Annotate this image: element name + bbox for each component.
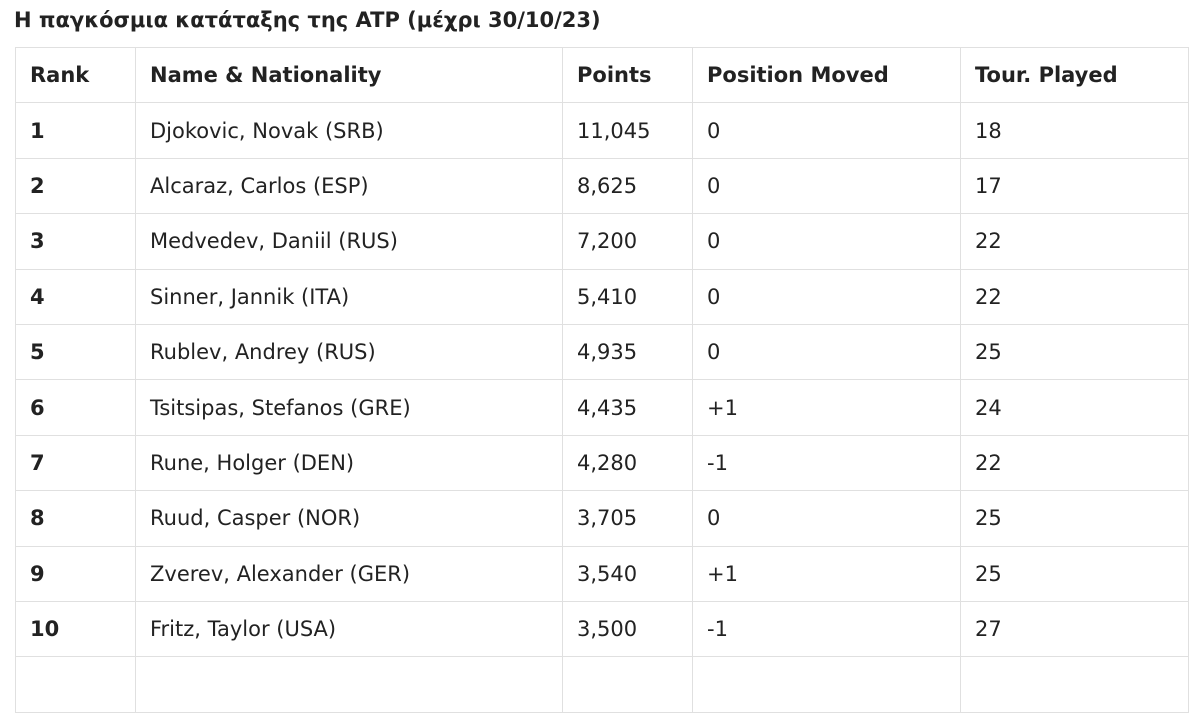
table-cell: 1 — [15, 102, 136, 159]
header-cell: Tour. Played — [960, 46, 1189, 104]
page: Η παγκόσμια κατάταξης της ATP (μέχρι 30/… — [14, 8, 1189, 713]
table-cell: 22 — [960, 434, 1189, 492]
table-cell: 0 — [692, 213, 961, 270]
table-cell: 9 — [15, 545, 136, 602]
table-cell: 22 — [960, 268, 1189, 325]
empty-cell — [15, 656, 136, 713]
table-body: 1 Djokovic, Novak (SRB) 11,045 0 18 2 Alcaraz,… — [15, 102, 1189, 713]
table-cell: Ruud, Casper (NOR) — [135, 490, 563, 547]
table-cell: 0 — [692, 268, 961, 325]
table-cell: 4 — [15, 268, 136, 325]
table-cell: -1 — [692, 600, 961, 658]
table-cell: 3,500 — [562, 600, 693, 658]
empty-cell — [960, 656, 1189, 713]
empty-cell — [562, 656, 693, 713]
table-cell: 3,705 — [562, 490, 693, 547]
ranking-table: Rank Name & Nationality Points Position Mov… — [15, 46, 1189, 713]
table-row: 3 Medvedev, Daniil (RUS) 7,200 0 22 — [15, 213, 1189, 270]
table-row: 7 Rune, Holger (DEN) 4,280 -1 22 — [15, 434, 1189, 492]
table-row: 10 Fritz, Taylor (USA) 3,500 -1 27 — [15, 600, 1189, 658]
table-cell: +1 — [692, 379, 961, 436]
table-row: 6 Tsitsipas, Stefanos (GRE) 4,435 +1 24 — [15, 379, 1189, 436]
table-cell: 25 — [960, 490, 1189, 547]
empty-cell — [135, 656, 563, 713]
table-cell: Zverev, Alexander (GER) — [135, 545, 563, 602]
table-cell: 6 — [15, 379, 136, 436]
table-cell: 0 — [692, 490, 961, 547]
table-cell: 11,045 — [562, 102, 693, 159]
table-row: 5 Rublev, Andrey (RUS) 4,935 0 25 — [15, 323, 1189, 381]
table-cell: 22 — [960, 213, 1189, 270]
table-row: 4 Sinner, Jannik (ITA) 5,410 0 22 — [15, 268, 1189, 325]
header-cell: Name & Nationality — [135, 46, 563, 104]
table-cell: Medvedev, Daniil (RUS) — [135, 213, 563, 270]
table-cell: 2 — [15, 157, 136, 215]
table-cell: 5,410 — [562, 268, 693, 325]
empty-cell — [692, 656, 961, 713]
table-cell: 17 — [960, 157, 1189, 215]
table-cell: Alcaraz, Carlos (ESP) — [135, 157, 563, 215]
table-cell: 25 — [960, 323, 1189, 381]
table-row — [15, 656, 1189, 713]
table-row: 2 Alcaraz, Carlos (ESP) 8,625 0 17 — [15, 157, 1189, 215]
table-cell: 25 — [960, 545, 1189, 602]
header-row: Rank Name & Nationality Points Position Mov… — [15, 46, 1189, 104]
table-row: 8 Ruud, Casper (NOR) 3,705 0 25 — [15, 490, 1189, 547]
table-cell: 0 — [692, 102, 961, 159]
table-cell: Tsitsipas, Stefanos (GRE) — [135, 379, 563, 436]
table-cell: 0 — [692, 323, 961, 381]
table-cell: 3 — [15, 213, 136, 270]
table-cell: 3,540 — [562, 545, 693, 602]
table-cell: 7 — [15, 434, 136, 492]
table-row: 1 Djokovic, Novak (SRB) 11,045 0 18 — [15, 102, 1189, 159]
table-cell: Djokovic, Novak (SRB) — [135, 102, 563, 159]
table-cell: Sinner, Jannik (ITA) — [135, 268, 563, 325]
table-cell: 4,935 — [562, 323, 693, 381]
header-cell: Points — [562, 46, 693, 104]
header-cell: Rank — [15, 46, 136, 104]
header-cell: Position Moved — [692, 46, 961, 104]
table-cell: 7,200 — [562, 213, 693, 270]
table-cell: +1 — [692, 545, 961, 602]
table-cell: Rublev, Andrey (RUS) — [135, 323, 563, 381]
table-cell: 8,625 — [562, 157, 693, 215]
table-cell: 8 — [15, 490, 136, 547]
table-cell: Fritz, Taylor (USA) — [135, 600, 563, 658]
table-cell: 18 — [960, 102, 1189, 159]
table-title: Η παγκόσμια κατάταξης της ATP (μέχρι 30/… — [14, 8, 601, 32]
table-row: 9 Zverev, Alexander (GER) 3,540 +1 25 — [15, 545, 1189, 602]
table-cell: 0 — [692, 157, 961, 215]
table-cell: 10 — [15, 600, 136, 658]
table-cell: 4,280 — [562, 434, 693, 492]
table-cell: 4,435 — [562, 379, 693, 436]
table-cell: -1 — [692, 434, 961, 492]
table-cell: 24 — [960, 379, 1189, 436]
table-cell: 27 — [960, 600, 1189, 658]
table-cell: Rune, Holger (DEN) — [135, 434, 563, 492]
table-cell: 5 — [15, 323, 136, 381]
